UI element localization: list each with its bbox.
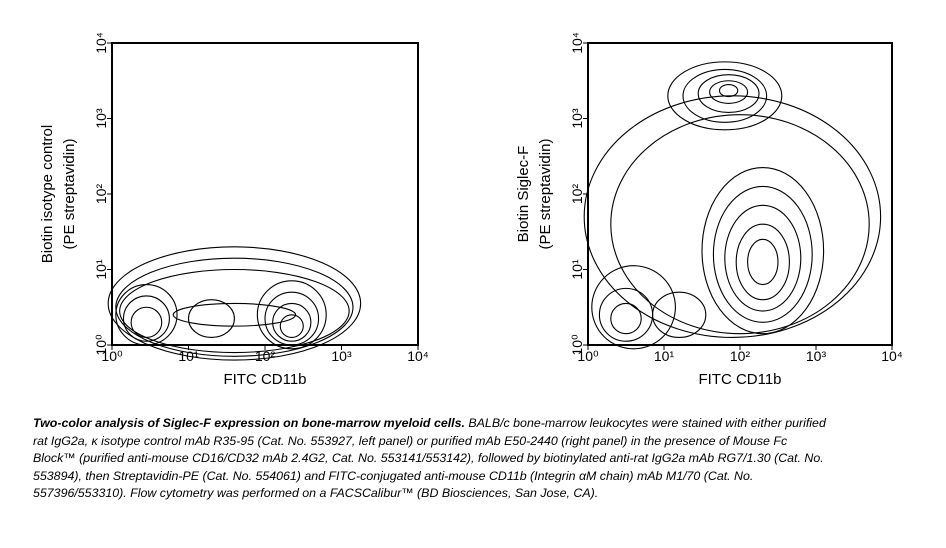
x-tick-label: 10⁰ [101,348,123,364]
contour [718,83,739,98]
y-tick-label: 10¹ [93,259,109,280]
caption-text: BALB/c bone-marrow leukocytes were stain… [33,416,826,500]
y-tick-label: 10⁴ [569,32,585,54]
y-tick-label: 10¹ [569,259,585,280]
x-tick-label: 10⁴ [881,348,903,364]
y-tick-label: 10⁴ [93,32,109,54]
contour [130,306,163,339]
y-axis-label: (PE streptavidin) [537,139,554,250]
caption: Two-color analysis of Siglec-F expressio… [33,415,833,503]
contour [107,246,362,361]
contour [591,265,676,350]
contour [122,295,170,342]
contour [712,185,813,323]
x-tick-label: 10¹ [654,348,675,364]
contour [172,302,297,327]
y-tick-label: 10² [93,184,109,205]
contour [747,238,779,286]
caption-bold: Two-color analysis of Siglec-F expressio… [33,416,465,430]
y-tick-label: 10⁰ [93,334,109,356]
y-axis-label: (PE streptavidin) [61,139,78,250]
contour [735,223,790,301]
contour [724,204,802,312]
x-tick-label: 10² [255,348,276,364]
x-tick-label: 10³ [806,348,827,364]
y-tick-label: 10² [569,184,585,205]
contour [187,299,235,339]
y-axis-label: Biotin isotype control [39,125,56,263]
contour [115,257,354,357]
x-tick-label: 10² [730,348,751,364]
contour [682,68,768,123]
contour [701,167,825,335]
x-axis-label: FITC CD11b [698,371,781,388]
figure: 10⁰ 10¹ 10² 10³ 10⁴ 10⁰ 10¹ 10² 10³ 10⁴ FITC CD11b… [39,32,903,388]
x-tick-label: 10⁴ [407,348,429,364]
contour [697,74,760,114]
contour [709,80,749,104]
contours [583,61,882,350]
contour [256,280,327,350]
y-tick-label: 10⁰ [569,334,585,356]
contour [610,114,870,335]
x-tick-label: 10⁰ [577,348,599,364]
x-axis-label: FITC CD11b [223,371,306,388]
contour [119,268,350,354]
y-tick-label: 10³ [569,108,585,129]
x-tick-label: 10³ [331,348,352,364]
x-tick-label: 10¹ [178,348,199,364]
contour [279,314,304,338]
y-tick-label: 10³ [93,108,109,129]
contours [107,246,362,361]
contour [652,291,707,338]
contour [272,302,312,342]
y-axis-label: Biotin Siglec-F [515,146,532,243]
contour [667,61,783,131]
contour [610,302,642,335]
